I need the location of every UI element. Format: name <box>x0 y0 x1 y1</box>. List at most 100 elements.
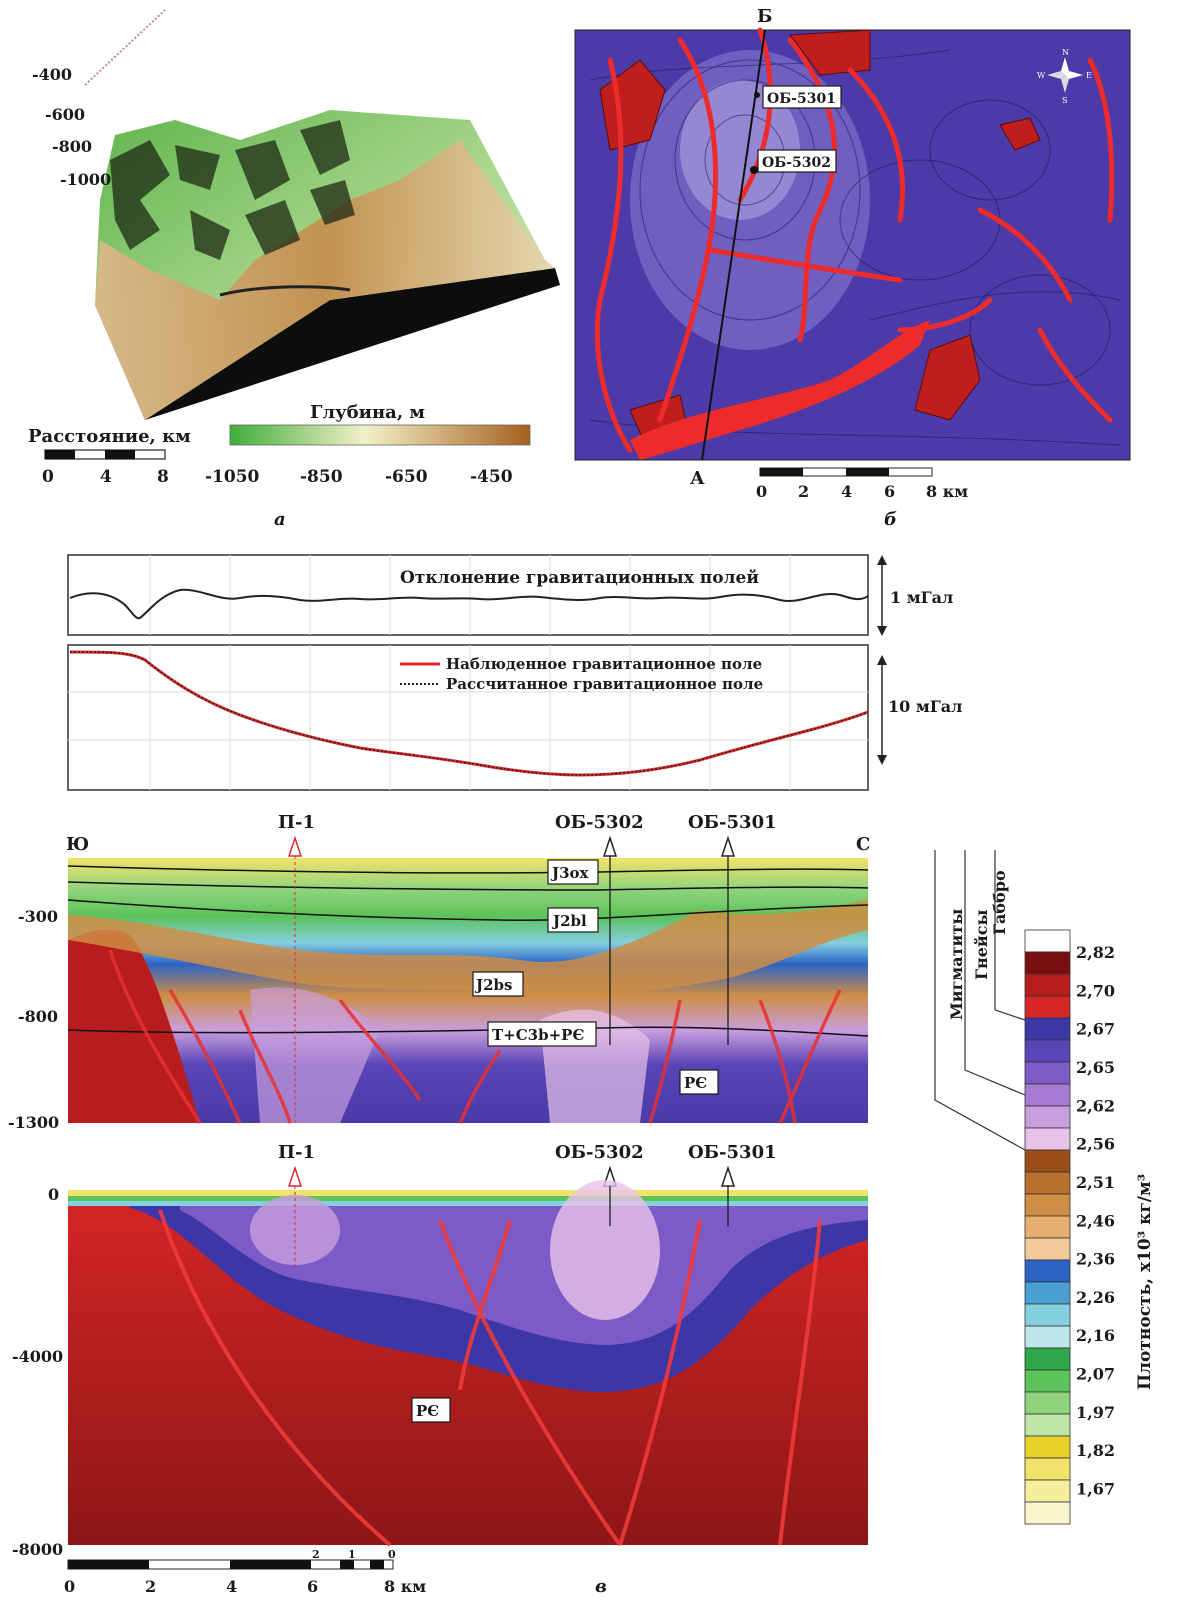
map-scale-8: 8 км <box>926 482 968 501</box>
lower-pink-2 <box>550 1180 660 1320</box>
density-swatch <box>1024 929 1071 953</box>
density-value: 2,26 <box>1076 1288 1115 1307</box>
rock-label-gneiss: Гнейсы <box>972 909 991 980</box>
lower-scale-6: 6 <box>307 1577 318 1596</box>
upper-w2-marker <box>602 835 618 857</box>
density-value: 2,36 <box>1076 1250 1115 1269</box>
density-value: 2,46 <box>1076 1211 1115 1230</box>
depth-scale-title: Глубина, м <box>310 402 425 423</box>
depth-tick-3: -800 <box>52 137 92 156</box>
relief-brown-area <box>95 140 555 420</box>
lower-top-layers <box>68 1190 868 1196</box>
map-faults <box>594 27 1115 453</box>
j3ox-label: J3ox <box>550 864 590 882</box>
depth-tick-2: -600 <box>45 105 85 124</box>
density-swatch <box>1024 1215 1071 1239</box>
lower-vtick-2: 2 <box>312 1548 320 1561</box>
upper-pink-high-1 <box>250 987 380 1123</box>
density-swatch <box>1024 1325 1071 1349</box>
lower-section: П-1 ОБ-5302 ОБ-5301 PЄ 0 -4000 -8000 2 1… <box>12 1142 868 1597</box>
density-value: 2,82 <box>1076 943 1115 962</box>
depth-scale-tick-1: -1050 <box>205 467 260 487</box>
j3ox-box <box>547 859 599 885</box>
density-swatch <box>1024 1479 1071 1503</box>
well-5302-label: ОБ-5302 <box>762 155 831 171</box>
gravity-arrow-up <box>877 655 887 665</box>
upper-horizons <box>67 865 869 1037</box>
gravity-panel: Наблюденное гравитационное поле Рассчита… <box>67 644 962 791</box>
distance-tick-8: 8 <box>157 467 169 487</box>
residual-arrow-down <box>877 626 887 636</box>
upper-section: Ю С П-1 ОБ-5302 ОБ-5301 J3ox J2bl J2bs T… <box>8 812 870 1130</box>
well-5302-box <box>757 149 837 173</box>
density-swatch <box>1024 995 1071 1019</box>
well-5301-label: ОБ-5301 <box>767 91 836 107</box>
pe-upper-box <box>679 1069 719 1095</box>
svg-text:E: E <box>1086 71 1092 80</box>
density-swatch <box>1024 1281 1071 1305</box>
svg-text:W: W <box>1037 71 1046 80</box>
density-swatch <box>1024 1061 1071 1085</box>
density-colorbar <box>1024 929 1071 1525</box>
map-scale-2: 2 <box>798 482 809 501</box>
density-swatch <box>1024 1413 1071 1437</box>
point-a-label: А <box>690 468 705 489</box>
density-swatch <box>1024 1237 1071 1261</box>
map-scale-4: 4 <box>841 482 852 501</box>
density-value: 2,62 <box>1076 1096 1115 1115</box>
density-value: 1,67 <box>1076 1480 1115 1499</box>
caption-a: а <box>274 509 286 530</box>
gravity-scale-label: 10 мГал <box>888 697 962 716</box>
density-swatch <box>1024 1105 1071 1129</box>
density-value: 1,97 <box>1076 1403 1115 1422</box>
relief-fault <box>219 285 351 297</box>
density-value: 2,65 <box>1076 1058 1115 1077</box>
upper-faults <box>108 949 842 1124</box>
rock-brackets <box>934 850 1026 1151</box>
j2bl-box <box>547 907 599 933</box>
residual-curve <box>69 588 869 620</box>
density-value: 1,82 <box>1076 1441 1115 1460</box>
density-swatch <box>1024 1457 1071 1481</box>
residual-arrow-up <box>877 555 887 565</box>
well-5301-box <box>762 85 842 109</box>
distance-label: Расстояние, км <box>28 426 191 447</box>
rock-label-gabbro: Габбро <box>990 870 1009 935</box>
upper-y-300: -300 <box>18 907 58 926</box>
depth-tick-4: -1000 <box>60 170 111 189</box>
density-swatch <box>1024 1149 1071 1173</box>
lower-p1-label: П-1 <box>278 1142 315 1163</box>
distance-tick-4: 4 <box>100 467 112 487</box>
density-swatch <box>1024 973 1071 997</box>
compass-icon: N S W E <box>1037 48 1092 105</box>
lower-top-layers-2 <box>68 1196 868 1201</box>
lower-scale-0: 0 <box>64 1577 75 1596</box>
depth-scale-tick-2: -850 <box>300 467 343 487</box>
upper-right-label: С <box>856 834 870 855</box>
map-contours <box>589 49 1121 446</box>
density-swatch <box>1024 951 1071 975</box>
depth-scale-tick-3: -650 <box>385 467 428 487</box>
j2bs-label: J2bs <box>474 976 512 994</box>
tcpe-box <box>487 1021 597 1047</box>
lower-p1-marker <box>287 1165 303 1187</box>
panel-b-map: Б ОБ-5301 ОБ-5302 <box>574 6 1131 530</box>
map-scale-6: 6 <box>884 482 895 501</box>
j2bs-box <box>472 971 524 997</box>
gravity-arrow-down <box>877 755 887 765</box>
upper-p1-marker <box>287 835 303 857</box>
lower-vtick-0: 0 <box>388 1548 396 1561</box>
lower-scale-4: 4 <box>226 1577 237 1596</box>
density-swatch <box>1024 1435 1071 1459</box>
rock-label-migmatites: Мигматиты <box>947 909 966 1020</box>
density-value: 2,67 <box>1076 1020 1115 1039</box>
caption-b: б <box>884 509 897 530</box>
lower-w1-marker <box>720 1165 736 1187</box>
density-swatch <box>1024 1391 1071 1415</box>
pe-lower-box <box>411 1397 451 1423</box>
lower-scale-bar <box>67 1559 394 1570</box>
panel-a-relief: -400 -600 -800 -1000 Расстояние, км 0 4 … <box>28 9 560 530</box>
lower-y-8000: -8000 <box>12 1540 63 1559</box>
distance-scale-bar <box>44 449 166 460</box>
density-value: 2,51 <box>1076 1173 1115 1192</box>
